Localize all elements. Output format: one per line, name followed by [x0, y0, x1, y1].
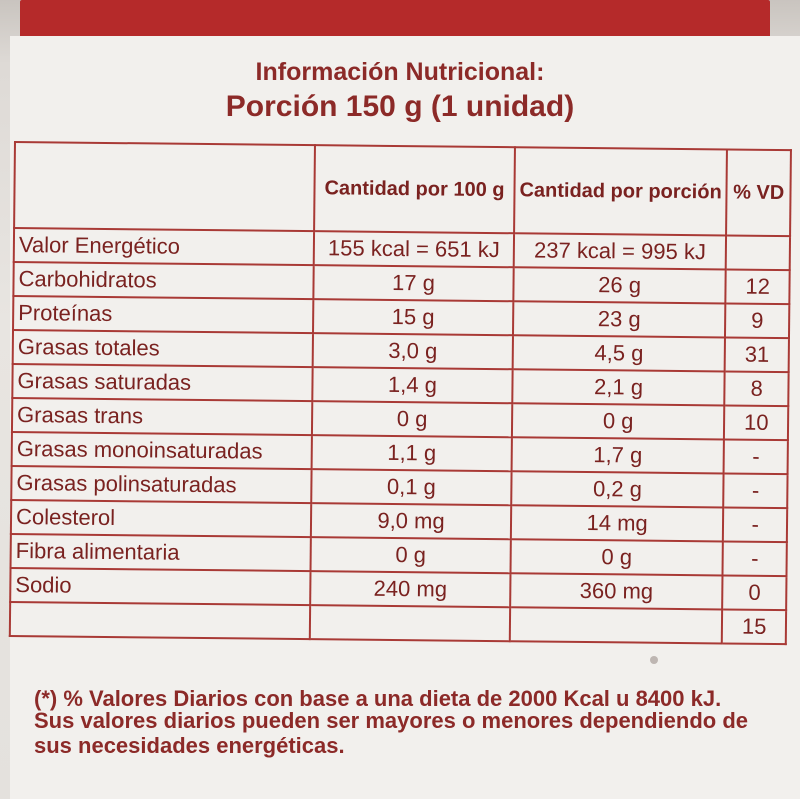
value-per-portion: 1,7 g [511, 437, 725, 474]
nutrition-label-panel [10, 36, 800, 799]
value-per-portion: 237 kcal = 995 kJ [513, 233, 727, 270]
footnote-line-1: (*) % Valores Diarios con base a una die… [34, 686, 722, 711]
value-per-portion: 0 g [511, 403, 725, 440]
nutrient-name: Colesterol [10, 499, 312, 538]
nutrient-name: Proteínas [13, 296, 314, 334]
nutrient-name: Grasas totales [12, 330, 314, 368]
label-title: Información Nutricional: [255, 58, 545, 86]
nutrient-name: Fibra alimentaria [10, 533, 311, 572]
nutrient-name: Grasas monoinsaturadas [11, 431, 312, 470]
value-vd [725, 235, 791, 271]
value-vd: 0 [722, 575, 787, 611]
value-vd: 10 [724, 405, 789, 441]
value-vd: 15 [721, 609, 787, 645]
serving-size: Porción 150 g (1 unidad) [225, 90, 575, 123]
value-per-portion [509, 607, 723, 644]
value-vd: - [722, 541, 788, 577]
footnote-line-2: Sus valores diarios pueden ser mayores o… [34, 708, 749, 733]
footnote-line-3: sus necesidades energéticas. [34, 733, 345, 758]
nutrition-table: Cantidad por 100 g Cantidad por porción … [9, 141, 792, 645]
table-row: 15 [9, 601, 787, 645]
nutrient-name: Sodio [10, 567, 311, 606]
value-vd: 9 [725, 303, 790, 339]
value-per-portion: 0 g [510, 539, 724, 576]
value-per-100g: 1,4 g [312, 367, 513, 404]
nutrient-name: Grasas polinsaturadas [11, 465, 312, 504]
value-per-100g: 240 mg [310, 571, 511, 608]
header-per-portion: Cantidad por porción [514, 147, 728, 236]
header-nutrient [14, 142, 315, 232]
table-body: Valor Energético 155 kcal = 651 kJ 237 kca… [9, 228, 791, 645]
value-per-100g: 3,0 g [312, 333, 513, 370]
value-per-portion: 14 mg [510, 505, 724, 542]
nutrient-name: Grasas saturadas [12, 363, 313, 402]
value-per-100g: 0 g [310, 537, 511, 574]
value-per-portion: 0,2 g [511, 471, 724, 508]
value-per-100g: 0,1 g [311, 469, 512, 506]
value-per-100g [309, 605, 511, 642]
table-header-row: Cantidad por 100 g Cantidad por porción … [14, 142, 792, 237]
value-per-portion: 23 g [512, 301, 726, 338]
header-vd: % VD [726, 149, 792, 237]
value-vd: 12 [725, 269, 790, 305]
value-per-100g: 1,1 g [311, 435, 512, 472]
value-per-portion: 360 mg [510, 573, 723, 610]
value-per-portion: 4,5 g [512, 335, 726, 372]
value-per-100g: 15 g [313, 299, 514, 336]
value-vd: 8 [724, 371, 789, 407]
value-vd: - [723, 507, 788, 543]
header-per-100g: Cantidad por 100 g [314, 145, 515, 234]
nutrient-name: Carbohidratos [13, 262, 314, 300]
value-vd: - [723, 473, 788, 509]
nutrient-name [9, 601, 311, 640]
value-vd: - [723, 439, 789, 475]
value-vd: 31 [724, 337, 790, 373]
print-smudge [650, 656, 658, 664]
nutrient-name: Grasas trans [11, 397, 313, 436]
value-per-100g: 9,0 mg [310, 503, 512, 540]
nutrient-name: Valor Energético [13, 228, 315, 266]
value-per-portion: 2,1 g [512, 369, 725, 406]
value-per-100g: 0 g [311, 401, 513, 438]
value-per-100g: 17 g [313, 265, 514, 302]
value-per-100g: 155 kcal = 651 kJ [313, 231, 515, 268]
red-package-band [20, 0, 770, 40]
value-per-portion: 26 g [513, 267, 726, 304]
